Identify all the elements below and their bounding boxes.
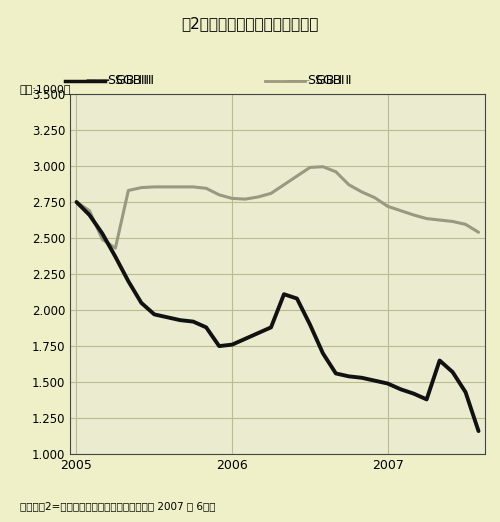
Text: SGB Ⅲ: SGB Ⅲ (115, 75, 154, 87)
Text: ——: —— (85, 75, 110, 87)
Text: 出所：囲2=ドイツ連邦雇用エージェンシー（ 2007 年 6月）: 出所：囲2=ドイツ連邦雇用エージェンシー（ 2007 年 6月） (20, 502, 216, 512)
Text: 囲2　カテゴリー別失業者の推移: 囲2 カテゴリー別失業者の推移 (182, 16, 318, 31)
Text: SGB Ⅱ: SGB Ⅱ (315, 75, 352, 87)
Text: SGB Ⅲ: SGB Ⅲ (108, 75, 146, 87)
Text: SGB Ⅱ: SGB Ⅱ (308, 75, 344, 87)
Text: 単位:1000人: 単位:1000人 (20, 84, 72, 93)
Text: ——: —— (285, 75, 310, 87)
